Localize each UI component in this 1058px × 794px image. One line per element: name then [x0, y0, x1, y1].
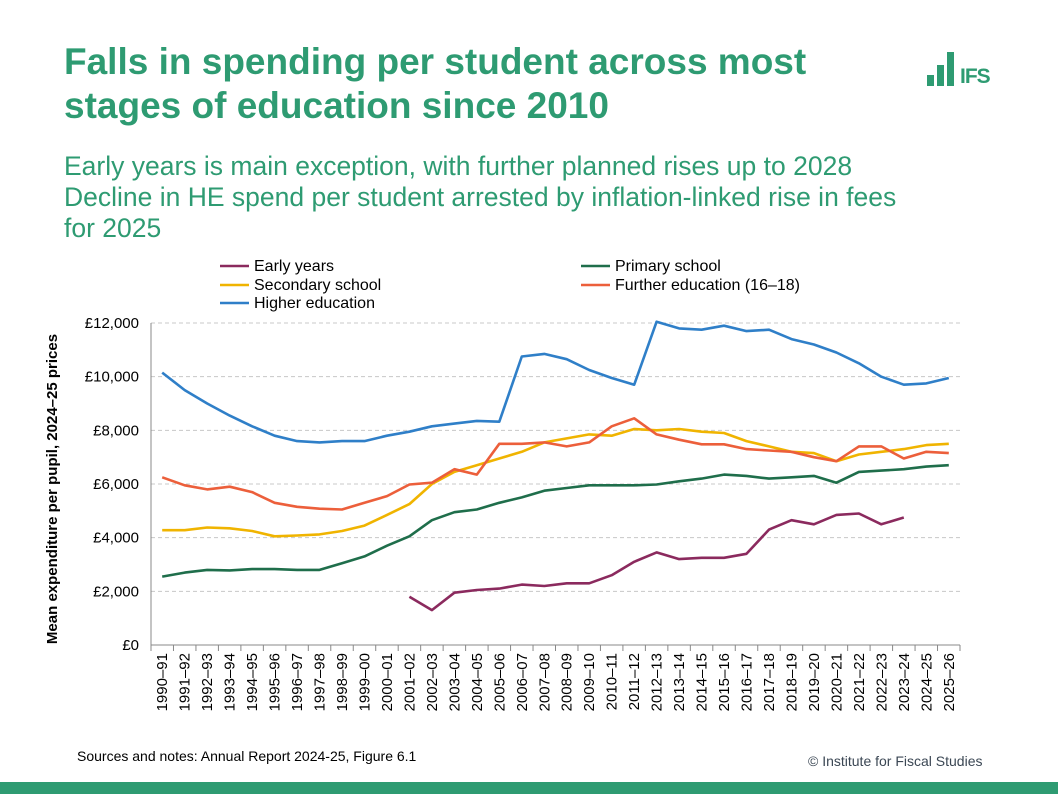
- subtitle-line: for 2025: [64, 213, 162, 243]
- series-line-primary-school: [161, 463, 949, 578]
- x-tick-label: 2025–26: [941, 653, 958, 711]
- x-tick-label: 2010–11: [604, 653, 621, 710]
- series-line-further-education-16-18: [161, 417, 949, 511]
- logo-bar: [927, 75, 934, 86]
- x-tick-label: 2000–01: [379, 653, 396, 711]
- chart-axes: £0 £2,000 £4,000 £6,000 £8,000 £10,000 £12,000…: [44, 315, 961, 711]
- y-tick-label: £6,000: [93, 476, 139, 493]
- x-tick-label: 1998–99: [334, 653, 351, 711]
- x-tick-label: 2018–19: [783, 653, 800, 711]
- y-tick-label: £10,000: [85, 369, 139, 386]
- ifs-logo: IFS: [927, 48, 997, 88]
- x-tick-label: 2004–05: [469, 653, 486, 711]
- x-tick-label: 2009–10: [581, 653, 598, 711]
- x-tick-label: 1999–00: [356, 653, 373, 711]
- legend-label: Secondary school: [254, 277, 381, 294]
- sources-note: Sources and notes: Annual Report 2024-25…: [77, 748, 417, 764]
- x-tick-label: 2024–25: [918, 653, 935, 711]
- subtitle-line: Early years is main exception, with furt…: [64, 151, 853, 181]
- x-tick-label: 2012–13: [649, 653, 666, 711]
- legend-label: Early years: [254, 258, 334, 275]
- subtitle: Early years is main exception, with furt…: [64, 151, 1024, 244]
- x-tick-label: 1991–92: [177, 653, 194, 711]
- logo-text: IFS: [960, 65, 991, 88]
- copyright: © Institute for Fiscal Studies: [808, 753, 983, 769]
- legend-label: Primary school: [615, 258, 721, 275]
- legend-label: Higher education: [254, 295, 375, 312]
- x-tick-label: 2013–14: [671, 653, 688, 711]
- y-tick-label: £0: [122, 637, 139, 654]
- series-line-early-years: [408, 512, 905, 612]
- x-tick-label: 1994–95: [244, 653, 261, 711]
- chart-legend: Early years Primary school Secondary schoo…: [220, 258, 800, 312]
- legend-label: Further education (16–18): [615, 277, 800, 294]
- subtitle-line: Decline in HE spend per student arrested…: [64, 182, 897, 212]
- chart-series: [161, 320, 950, 612]
- x-tick-label: 2016–17: [739, 653, 756, 711]
- x-tick-label: 2006–07: [514, 653, 531, 711]
- y-tick-label: £8,000: [93, 422, 139, 439]
- x-tick-label: 2022–23: [873, 653, 890, 711]
- x-tick-label: 2023–24: [896, 653, 913, 711]
- chart-grid: [151, 322, 960, 592]
- page-title: Falls in spending per student across mos…: [64, 41, 807, 126]
- x-tick-label: 2014–15: [694, 653, 711, 711]
- logo-bar: [937, 65, 944, 86]
- x-tick-label: 1990–91: [154, 653, 171, 711]
- x-tick-label: 2017–18: [761, 653, 778, 711]
- x-tick-label: 2019–20: [806, 653, 823, 711]
- series-line-higher-education: [161, 320, 950, 444]
- x-tick-label: 2015–16: [716, 653, 733, 711]
- x-tick-label: 2011–12: [626, 653, 643, 710]
- x-tick-label: 1992–93: [199, 653, 216, 711]
- x-tick-label: 1997–98: [312, 653, 329, 711]
- x-tick-label: 1995–96: [267, 653, 284, 711]
- line-chart: Early years Primary school Secondary schoo…: [44, 258, 961, 711]
- y-tick-label: £12,000: [85, 315, 139, 332]
- x-tick-label: 2007–08: [536, 653, 553, 711]
- x-tick-label: 2008–09: [559, 653, 576, 711]
- x-tick-label: 1996–97: [289, 653, 306, 711]
- x-tick-label: 2002–03: [424, 653, 441, 711]
- y-tick-label: £4,000: [93, 530, 139, 547]
- x-tick-label: 1993–94: [222, 653, 239, 711]
- y-tick-label: £2,000: [93, 583, 139, 600]
- x-tick-label: 2021–22: [851, 653, 868, 711]
- series-line-secondary-school: [162, 427, 949, 538]
- x-tick-label: 2001–02: [401, 653, 418, 711]
- x-tick-label: 2005–06: [491, 653, 508, 711]
- x-tick-label: 2020–21: [828, 653, 845, 711]
- footer-bar: [0, 782, 1058, 794]
- y-axis-label: Mean expenditure per pupil, 2024–25 pric…: [44, 334, 61, 644]
- logo-bar: [947, 52, 954, 86]
- x-tick-label: 2003–04: [446, 653, 463, 711]
